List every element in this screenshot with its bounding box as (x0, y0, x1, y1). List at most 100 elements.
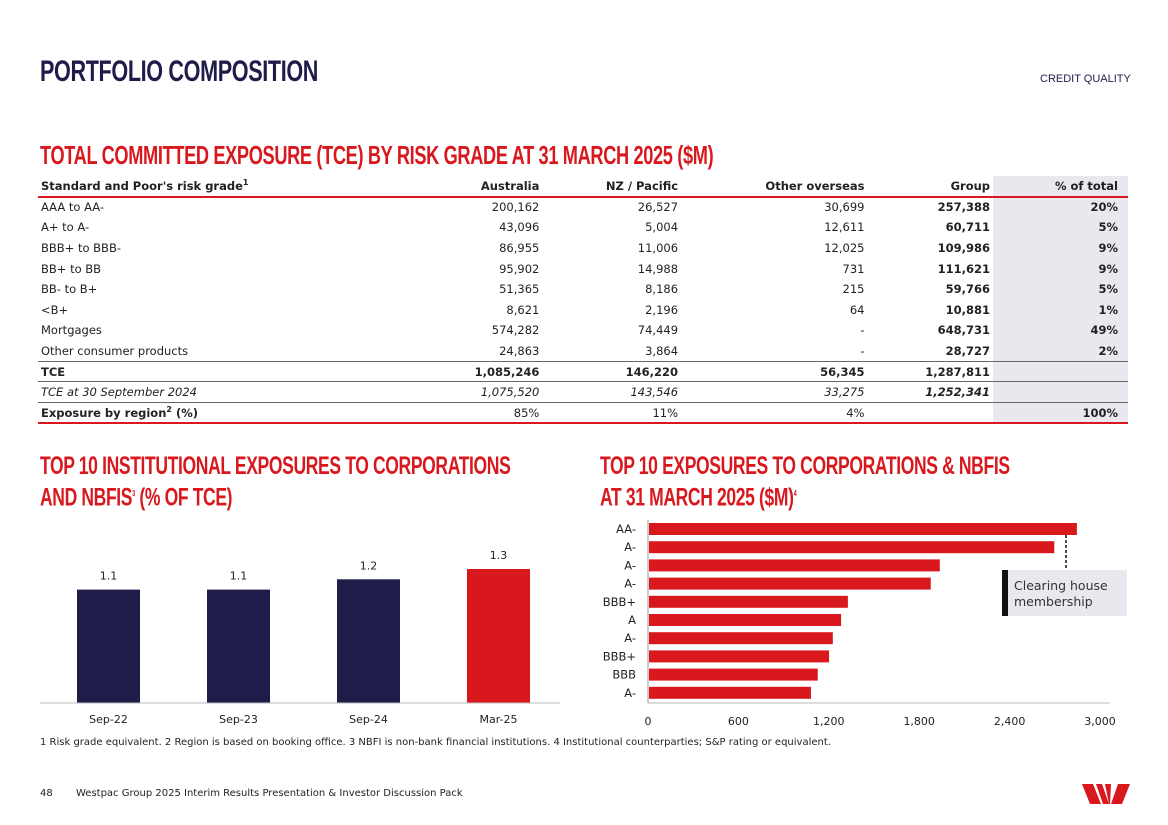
table-cell: 59,766 (945, 282, 991, 297)
y-tick-label: A- (624, 577, 636, 591)
data-label: 1.2 (360, 559, 378, 572)
table-cell: Mortgages (41, 323, 102, 338)
table-cell: TCE (38, 360, 417, 383)
table-row: Mortgages 574,282 74,449 - 648,731 49% (38, 320, 1128, 341)
bar (649, 614, 842, 626)
column-header: Standard and Poor's risk grade1 (38, 176, 417, 198)
tce-table: Standard and Poor's risk grade1 Australia… (38, 176, 1128, 425)
table-row: Exposure by region2 (%) 85% 11% 4% 100% (38, 402, 1128, 425)
column-header: % of total (993, 176, 1128, 198)
table-row: TCE 1,085,246 146,220 56,345 1,287,811 (38, 360, 1128, 383)
annotation-text: Clearing house (1014, 578, 1108, 593)
column-header: NZ / Pacific (542, 176, 682, 198)
page-title: Portfolio composition (40, 55, 319, 88)
table-cell: 95,902 (499, 261, 540, 276)
x-tick-label: 3,000 (1084, 715, 1116, 728)
table-cell: 5,004 (645, 220, 679, 235)
y-tick-label: A (628, 613, 636, 627)
y-tick-label: A- (624, 558, 636, 572)
table-cell: 1,252,341 (867, 381, 994, 404)
table-cell: 215 (842, 282, 865, 297)
table-cell: 1,287,811 (867, 360, 994, 383)
table-cell: BB+ to BB (41, 261, 102, 276)
table-cell: 43,096 (499, 220, 540, 235)
bar (207, 589, 270, 703)
table-cell: 146,220 (542, 360, 682, 383)
bar (649, 668, 818, 681)
header-text: Standard and Poor's risk grade (41, 179, 243, 194)
header-text: NZ / Pacific (605, 178, 679, 193)
table-cell: 200,162 (491, 200, 540, 215)
row-label: Exposure by region (41, 405, 167, 420)
title-text: at 31 March 2025 ($M) (600, 483, 794, 512)
tce-table-title: Total committed exposure (TCE) by risk g… (40, 140, 714, 170)
table-cell: 20% (993, 196, 1128, 218)
y-tick-label: A- (624, 540, 636, 554)
table-cell: 12,025 (824, 241, 865, 256)
table-cell: 574,282 (491, 323, 540, 338)
table-cell (867, 402, 994, 425)
table-cell: TCE at 30 September 2024 (38, 381, 417, 404)
chart-1-title-line: Top 10 institutional exposures to corpor… (40, 452, 511, 480)
bar (467, 569, 530, 703)
table-cell: Exposure by region2 (%) (38, 402, 417, 425)
table-cell: 5% (993, 278, 1128, 300)
table-row: AAA to AA- 200,162 26,527 30,699 257,388 20% (38, 196, 1128, 218)
table-cell: 12,611 (824, 220, 865, 235)
table-cell: 111,621 (937, 261, 991, 276)
chart-2-title: Top 10 exposures to corporations & NBFIs… (600, 452, 1010, 511)
bar (649, 559, 940, 572)
footnote-ref: 2 (166, 405, 172, 415)
y-tick-label: BBB+ (603, 595, 636, 609)
table-cell: 143,546 (542, 381, 682, 404)
bar (649, 595, 848, 608)
chart-1-title: Top 10 institutional exposures to corpor… (40, 452, 511, 512)
table-cell: 2% (993, 340, 1128, 362)
table-cell: A+ to A- (41, 220, 90, 235)
table-cell: 64 (849, 302, 865, 317)
table-cell: 5% (993, 217, 1128, 238)
chart-2-title-line: Top 10 exposures to corporations & NBFIs (600, 452, 1010, 480)
title-text: and NBFIs (40, 483, 133, 512)
y-tick-label: BBB (612, 668, 636, 682)
bar (649, 577, 931, 590)
header-text: Group (950, 178, 991, 193)
table-cell: 8,186 (645, 282, 679, 297)
y-tick-label: A- (624, 631, 636, 645)
table-cell: 85% (416, 402, 543, 425)
table-cell: 60,711 (945, 220, 991, 235)
table-cell (993, 381, 1128, 404)
annotation-marker (1002, 570, 1008, 616)
column-header: Australia (416, 176, 543, 198)
table-cell: 26,527 (637, 200, 679, 215)
footnote-ref: 4 (793, 489, 797, 498)
table-cell: 3,864 (645, 343, 679, 358)
table-row: BB+ to BB 95,902 14,988 731 111,621 9% (38, 258, 1128, 279)
x-tick-label: Sep-23 (219, 713, 258, 726)
data-label: 1.1 (100, 570, 118, 583)
table-cell: 257,388 (937, 200, 991, 215)
annotation-box (1002, 570, 1127, 616)
table-header: Standard and Poor's risk grade1 Australia… (38, 176, 1128, 198)
x-tick-label: 1,800 (903, 715, 935, 728)
footnotes: 1 Risk grade equivalent. 2 Region is bas… (40, 737, 831, 748)
y-tick-label: AA- (616, 522, 636, 536)
column-chart: 1.1 Sep-22 1.1 Sep-23 1.2 Sep-24 1.3 Mar-25 (40, 549, 560, 726)
table-cell: 8,621 (506, 302, 540, 317)
data-label: 1.3 (490, 549, 508, 562)
bar (649, 541, 1055, 554)
title-text: (% of TCE) (134, 483, 233, 512)
table-cell: - (860, 323, 865, 338)
table-row: TCE at 30 September 2024 1,075,520 143,546… (38, 381, 1128, 404)
chart-2-title-line: at 31 March 2025 ($M)4 (600, 480, 1010, 511)
bar (649, 686, 811, 699)
table-cell: <B+ (41, 302, 69, 317)
page-number: 48 (40, 788, 53, 799)
y-tick-label: A- (624, 686, 636, 700)
table-row: A+ to A- 43,096 5,004 12,611 60,711 5% (38, 217, 1128, 238)
x-tick-label: 2,400 (994, 715, 1026, 728)
table-cell: 1,085,246 (416, 360, 543, 383)
x-tick-label: 600 (728, 715, 749, 728)
bar (337, 579, 400, 703)
